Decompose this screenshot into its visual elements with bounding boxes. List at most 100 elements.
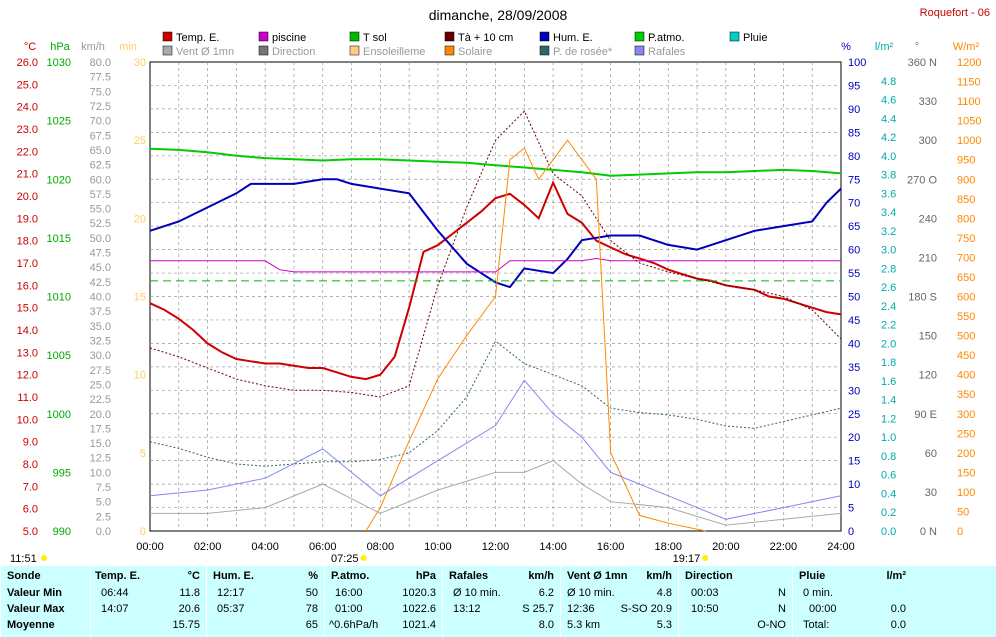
solar-axis-tick: 350 <box>957 389 975 401</box>
x-axis-tick: 02:00 <box>194 541 222 553</box>
solar-axis-tick: 600 <box>957 292 975 304</box>
humidity-axis-tick: 40 <box>848 338 860 350</box>
stats-col-sonde: Sonde Valeur Min Valeur Max Moyenne <box>0 566 90 637</box>
solar-axis-tick: 750 <box>957 233 975 245</box>
minutes-axis-tick: 20 <box>134 213 146 225</box>
legend-label: T sol <box>363 32 387 44</box>
stats-unit-temp: °C <box>187 570 200 582</box>
minutes-axis-tick: 30 <box>134 57 146 69</box>
wind-axis-tick: 80.0 <box>90 57 111 69</box>
wind-axis-tick: 22.5 <box>90 394 111 406</box>
legend-label: Temp. E. <box>176 32 219 44</box>
direction-axis-tick: 60 <box>925 448 937 460</box>
wind-axis-tick: 57.5 <box>90 189 111 201</box>
humidity-axis-tick: 5 <box>848 503 854 515</box>
x-axis-tick: 22:00 <box>770 541 798 553</box>
humidity-axis-tick: 30 <box>848 385 860 397</box>
wind-axis-tick: 27.5 <box>90 365 111 377</box>
x-axis-tick: 24:00 <box>827 541 855 553</box>
temp-axis-tick: 13.0 <box>17 347 38 359</box>
direction-axis-tick: 330 <box>919 96 937 108</box>
axis-unit-label: min <box>119 41 137 53</box>
stats-header-direction: Direction <box>685 570 733 582</box>
station-name: Roquefort - 06 <box>920 7 990 19</box>
minutes-axis-tick: 25 <box>134 135 146 147</box>
pluie-max-value: 0.0 <box>890 603 906 615</box>
wind-axis-tick: 67.5 <box>90 130 111 142</box>
humidity-axis-tick: 75 <box>848 174 860 186</box>
stats-header-rafales: Rafales <box>449 570 489 582</box>
series-line-rafales <box>149 379 842 520</box>
temp-axis-tick: 14.0 <box>17 325 38 337</box>
x-axis-tick: 00:00 <box>136 541 164 553</box>
humidity-axis-tick: 20 <box>848 432 860 444</box>
wind-axis-tick: 62.5 <box>90 160 111 172</box>
solar-axis-tick: 550 <box>957 311 975 323</box>
hum-max-time: 05:37 <box>217 603 245 615</box>
humidity-axis-tick: 25 <box>848 409 860 421</box>
wind-axis-tick: 72.5 <box>90 101 111 113</box>
temp-axis-tick: 15.0 <box>17 303 38 315</box>
series-line-t-10-cm <box>149 110 842 398</box>
sunrise-icon <box>360 555 367 561</box>
sunset-icon <box>702 555 709 561</box>
temp-axis-tick: 21.0 <box>17 169 38 181</box>
wind-axis-tick: 65.0 <box>90 145 111 157</box>
rain-axis-tick: 2.8 <box>881 263 896 275</box>
humidity-axis-tick: 60 <box>848 245 860 257</box>
pressure-axis-tick: 1030 <box>47 57 71 69</box>
stats-header-sonde: Sonde <box>7 570 41 582</box>
legend-label: Tà + 10 cm <box>458 32 513 44</box>
temp-axis-tick: 25.0 <box>17 79 38 91</box>
legend-label: P.atmo. <box>648 32 685 44</box>
humidity-axis-tick: 45 <box>848 315 860 327</box>
legend-label: Direction <box>272 46 315 58</box>
temp-mean-value: 15.75 <box>172 619 200 631</box>
wind-axis-tick: 0.0 <box>96 526 111 538</box>
sunrise-time: 07:25 <box>331 553 359 565</box>
humidity-axis-tick: 35 <box>848 362 860 374</box>
legend-swatch <box>258 45 269 56</box>
temp-axis-tick: 9.0 <box>23 437 38 449</box>
series-line-p-atmo <box>149 147 842 177</box>
legend-label: Hum. E. <box>553 32 593 44</box>
wind-axis-tick: 32.5 <box>90 335 111 347</box>
wind-axis-tick: 5.0 <box>96 497 111 509</box>
stats-unit-pluie: l/m² <box>886 570 906 582</box>
pressure-trend: ^0.6hPa/h <box>329 619 379 631</box>
vent-min-value: 4.8 <box>656 587 672 599</box>
axes: 26.0 25.0 24.0 23.0 22.0 21.0 20.0 19.0 18.0 17.0… <box>17 57 982 538</box>
wind-axis-tick: 7.5 <box>96 482 111 494</box>
pressure-axis-tick: 1000 <box>47 409 71 421</box>
series-line-hum-e <box>149 178 842 289</box>
pressure-axis-tick: 1010 <box>47 292 71 304</box>
pluie-total-label: Total: <box>803 619 830 631</box>
rain-axis-tick: 1.8 <box>881 357 896 369</box>
solar-axis-tick: 1100 <box>957 96 981 108</box>
wind-axis-tick: 52.5 <box>90 218 111 230</box>
rain-axis-tick: 0.4 <box>881 488 896 500</box>
solar-axis-tick: 250 <box>957 428 975 440</box>
hum-mean-value: 65 <box>305 619 318 631</box>
temp-axis-tick: 7.0 <box>23 481 38 493</box>
minutes-axis-tick: 5 <box>140 448 146 460</box>
stats-col-rafales: Rafales km/h Ø 10 min. 6.2 13:12 S 25.7 8.0 <box>442 566 560 637</box>
direction-axis-tick: 240 <box>919 213 937 225</box>
rain-axis-tick: 4.6 <box>881 95 896 107</box>
axis-units: °C hPa km/h min% l/m² ° W/m² <box>24 41 980 53</box>
row-label-min: Valeur Min <box>7 587 63 599</box>
stats-col-pluie: Pluie l/m² 0 min. 00:00 0.0 Total: 0.0 <box>792 566 916 637</box>
row-label-max: Valeur Max <box>7 603 65 615</box>
axis-unit-label: l/m² <box>875 41 894 53</box>
wind-axis-tick: 50.0 <box>90 233 111 245</box>
humidity-axis-tick: 95 <box>848 80 860 92</box>
wind-axis-tick: 40.0 <box>90 292 111 304</box>
pressure-axis-tick: 990 <box>53 526 71 538</box>
solar-axis-tick: 700 <box>957 252 975 264</box>
wind-axis-tick: 17.5 <box>90 423 111 435</box>
legend-swatch <box>258 31 269 42</box>
x-axis-tick: 10:00 <box>424 541 452 553</box>
pressure-max-value: 1022.6 <box>402 603 436 615</box>
wind-axis-tick: 25.0 <box>90 379 111 391</box>
pressure-min-value: 1020.3 <box>402 587 436 599</box>
